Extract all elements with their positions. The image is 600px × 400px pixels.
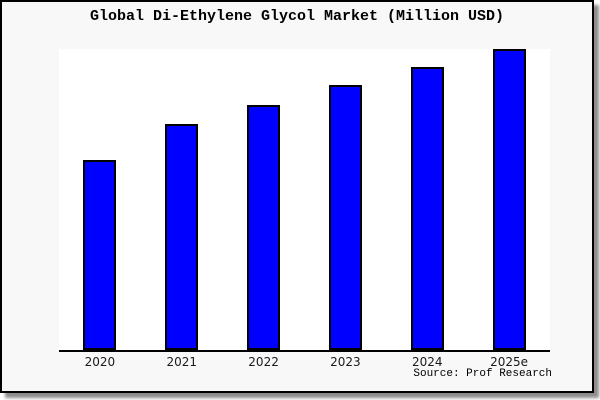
chart-frame: Global Di-Ethylene Glycol Market (Millio… — [0, 0, 594, 393]
x-tick-label-2020: 2020 — [84, 355, 116, 369]
bar-2020 — [83, 160, 117, 350]
bar-2025e — [492, 49, 526, 350]
bar-slot — [59, 49, 141, 350]
bar-slot — [223, 49, 305, 350]
bar-slot — [386, 49, 468, 350]
x-tick-label-2023: 2023 — [330, 355, 361, 369]
x-tick-label-2021: 2021 — [166, 355, 198, 369]
bar-slot — [141, 49, 223, 350]
chart-title: Global Di-Ethylene Glycol Market (Millio… — [89, 8, 505, 25]
bar-2024 — [410, 67, 444, 350]
x-tick-label-2024: 2024 — [411, 355, 443, 369]
source-note: Source: Prof Research — [413, 368, 552, 380]
x-tick-label-2025e: 2025e — [490, 355, 529, 369]
bar-2021 — [165, 124, 199, 350]
bar-slot — [468, 49, 550, 350]
bar-slot — [304, 49, 386, 350]
bar-2022 — [247, 104, 281, 350]
x-axis-labels: 2020 2021 2022 2023 2024 2025e — [59, 355, 550, 369]
bar-2023 — [328, 85, 362, 350]
plot-area — [59, 49, 550, 352]
x-tick-label-2022: 2022 — [248, 355, 279, 369]
